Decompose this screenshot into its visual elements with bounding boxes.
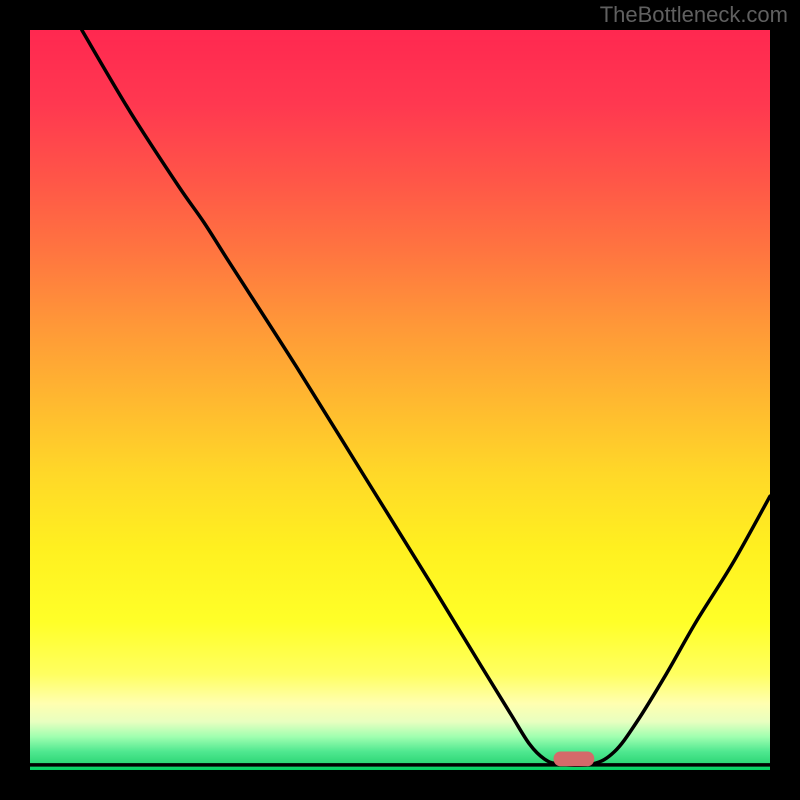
watermark-text: TheBottleneck.com	[600, 2, 788, 28]
optimal-marker	[554, 752, 595, 767]
chart-svg	[30, 30, 770, 770]
bottleneck-chart	[30, 30, 770, 770]
chart-background	[30, 30, 770, 770]
